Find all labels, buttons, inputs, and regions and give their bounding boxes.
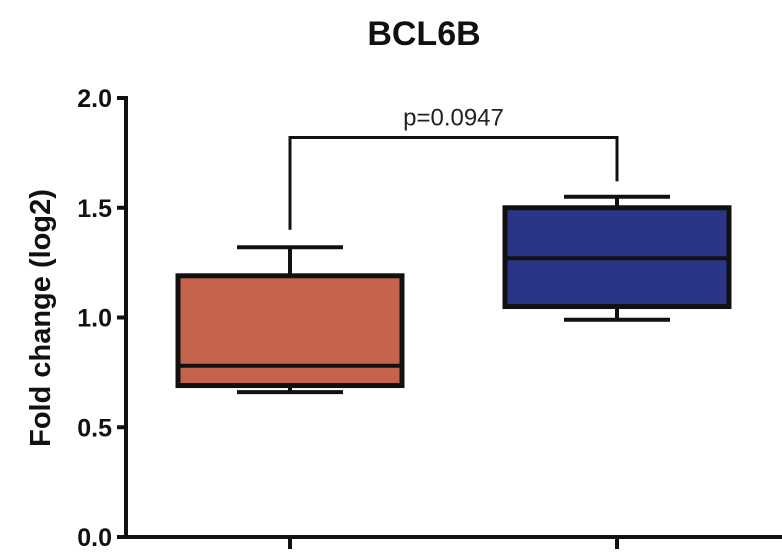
y-axis-label: Fold change (log2) <box>25 189 57 447</box>
y-tick-label: 1.0 <box>77 305 112 333</box>
box-group <box>175 245 405 395</box>
significance-bracket <box>288 136 619 230</box>
chart-title: BCL6B <box>367 15 480 53</box>
iqr-box <box>175 273 405 389</box>
axes: 0.0 0.5 1.0 1.5 2.0 <box>77 85 782 552</box>
y-tick-label: 2.0 <box>77 85 112 113</box>
p-value-label: p=0.0947 <box>403 105 504 132</box>
significance-annotation: p=0.0947 <box>288 105 619 230</box>
y-tick-label: 0.5 <box>77 414 112 442</box>
y-tick-label: 0.0 <box>77 524 112 552</box>
boxes <box>175 194 732 395</box>
box-group <box>502 194 732 322</box>
y-tick-label: 1.5 <box>77 195 112 223</box>
